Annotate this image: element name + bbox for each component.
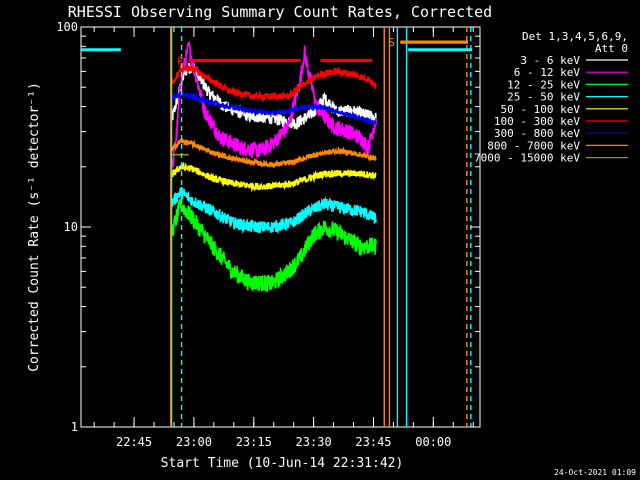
- chart-title: RHESSI Observing Summary Count Rates, Co…: [68, 3, 492, 21]
- legend-header-line-2: Att 0: [595, 42, 628, 55]
- legend-entry-label: 300 - 800 keV: [494, 127, 580, 140]
- x-tick-label: 23:15: [236, 435, 272, 449]
- x-axis-label: Start Time (10-Jun-14 22:31:42): [161, 456, 404, 471]
- series-line-5: [170, 62, 377, 103]
- flare-flag-label: F: [177, 54, 184, 67]
- x-tick-label: 23:00: [176, 435, 212, 449]
- legend-entry-label: 12 - 25 keV: [507, 78, 580, 91]
- axis-layer: 22:45 23:00 23:15 23:30 23:45 00:00 1 10 100: [56, 20, 480, 449]
- x-tick-label: 23:30: [296, 435, 332, 449]
- y-tick-label: 1: [71, 420, 78, 434]
- legend-entry-label: 50 - 100 keV: [501, 103, 581, 116]
- y-axis-label: Corrected Count Rate (s⁻¹ detector⁻¹): [27, 82, 42, 372]
- legend-entry-label: 3 - 6 keV: [520, 54, 580, 67]
- series-line-4: [170, 161, 377, 193]
- series-line-6: [170, 90, 377, 125]
- x-tick-label: 22:45: [116, 435, 152, 449]
- generation-timestamp: 24-Oct-2021 01:09: [554, 468, 636, 477]
- legend-entry-label: 6 - 12 keV: [514, 66, 581, 79]
- legend-entry-label: 100 - 300 keV: [494, 115, 580, 128]
- overlay-layer: FS: [81, 27, 473, 427]
- series-line-3: [170, 186, 377, 235]
- legend-entry-label: 800 - 7000 keV: [487, 139, 580, 152]
- legend-header-line-1: Det 1,3,4,5,6,9,: [522, 30, 628, 43]
- x-tick-label: 00:00: [415, 435, 451, 449]
- legend-entry-label: 7000 - 15000 keV: [474, 152, 580, 165]
- saa-flag-label: S: [388, 36, 395, 49]
- series-line-7: [170, 137, 377, 169]
- y-tick-label: 100: [56, 20, 78, 34]
- y-tick-label: 10: [64, 220, 78, 234]
- series-line-1: [172, 41, 377, 168]
- legend-entry-label: 25 - 50 keV: [507, 91, 580, 104]
- series-layer: [170, 41, 377, 293]
- x-tick-label: 23:45: [355, 435, 391, 449]
- series-line-2: [170, 197, 377, 293]
